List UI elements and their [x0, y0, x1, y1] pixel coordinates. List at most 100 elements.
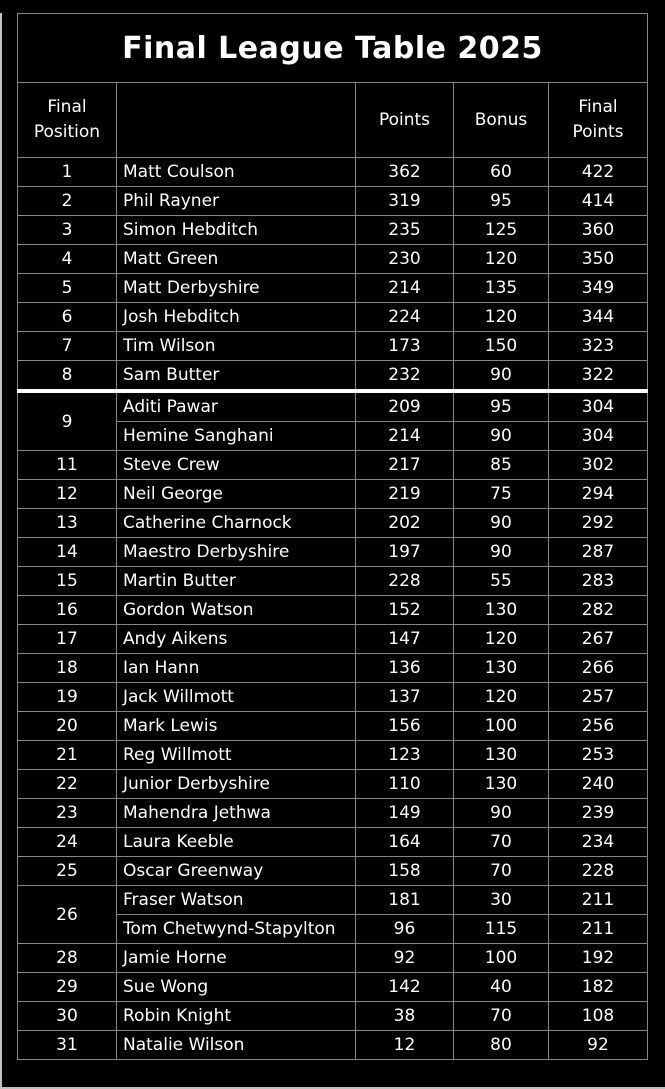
position-cell: 25 [17, 856, 117, 886]
position-cell: 6 [17, 302, 117, 332]
bonus-cell: 80 [453, 1030, 549, 1060]
final-points-cell: 253 [548, 740, 648, 770]
final-points-cell: 344 [548, 302, 648, 332]
points-cell: 214 [355, 421, 454, 451]
table-row: 7 Tim Wilson 173 150 323 [17, 331, 648, 361]
table-row: 1 Matt Coulson 362 60 422 [17, 157, 648, 187]
table-row: 3 Simon Hebditch 235 125 360 [17, 215, 648, 245]
position-cell: 14 [17, 537, 117, 567]
points-cell: 38 [355, 1001, 454, 1031]
position-cell: 16 [17, 595, 117, 625]
name-cell: Ian Hann [116, 653, 356, 683]
position-cell: 11 [17, 450, 117, 480]
bonus-cell: 100 [453, 711, 549, 741]
points-cell: 362 [355, 157, 454, 187]
position-cell: 18 [17, 653, 117, 683]
final-points-cell: 323 [548, 331, 648, 361]
final-points-cell: 304 [548, 390, 648, 422]
name-cell: Hemine Sanghani [116, 421, 356, 451]
points-cell: 319 [355, 186, 454, 216]
final-points-cell: 256 [548, 711, 648, 741]
col-header-bonus: Bonus [453, 82, 549, 158]
table-row: 6 Josh Hebditch 224 120 344 [17, 302, 648, 332]
table-row: 23 Mahendra Jethwa 149 90 239 [17, 798, 648, 828]
final-points-cell: 414 [548, 186, 648, 216]
position-cell: 31 [17, 1030, 117, 1060]
points-cell: 209 [355, 390, 454, 422]
table-row: 28 Jamie Horne 92 100 192 [17, 943, 648, 973]
bonus-cell: 130 [453, 653, 549, 683]
final-points-cell: 240 [548, 769, 648, 799]
table-row: 25 Oscar Greenway 158 70 228 [17, 856, 648, 886]
final-points-cell: 322 [548, 360, 648, 393]
bonus-cell: 90 [453, 508, 549, 538]
points-cell: 173 [355, 331, 454, 361]
col-header-final-points: Final Points [548, 82, 648, 158]
final-points-cell: 228 [548, 856, 648, 886]
position-cell: 26 [17, 885, 117, 944]
position-cell: 28 [17, 943, 117, 973]
col-header-final-position: Final Position [17, 82, 117, 158]
points-cell: 123 [355, 740, 454, 770]
table-row: 12 Neil George 219 75 294 [17, 479, 648, 509]
name-cell: Simon Hebditch [116, 215, 356, 245]
bonus-cell: 130 [453, 769, 549, 799]
name-cell: Matt Derbyshire [116, 273, 356, 303]
table-row: 31 Natalie Wilson 12 80 92 [17, 1030, 648, 1060]
position-cell: 23 [17, 798, 117, 828]
final-points-cell: 257 [548, 682, 648, 712]
points-cell: 232 [355, 360, 454, 393]
name-cell: Junior Derbyshire [116, 769, 356, 799]
table-row: 30 Robin Knight 38 70 108 [17, 1001, 648, 1031]
points-cell: 164 [355, 827, 454, 857]
name-cell: Tim Wilson [116, 331, 356, 361]
bonus-cell: 125 [453, 215, 549, 245]
bonus-cell: 120 [453, 624, 549, 654]
points-cell: 152 [355, 595, 454, 625]
final-points-cell: 192 [548, 943, 648, 973]
bonus-cell: 70 [453, 856, 549, 886]
bonus-cell: 85 [453, 450, 549, 480]
bonus-cell: 130 [453, 595, 549, 625]
table-row: 8 Sam Butter 232 90 322 [17, 360, 648, 393]
final-points-cell: 108 [548, 1001, 648, 1031]
table-row: Hemine Sanghani 214 90 304 [18, 421, 648, 451]
position-cell: 2 [17, 186, 117, 216]
table-row: 13 Catherine Charnock 202 90 292 [17, 508, 648, 538]
table-row: 18 Ian Hann 136 130 266 [17, 653, 648, 683]
name-cell: Martin Butter [116, 566, 356, 596]
table-row: 26 Fraser Watson 181 30 211 [17, 885, 648, 944]
bonus-cell: 30 [453, 885, 549, 915]
final-points-cell: 211 [548, 914, 648, 944]
name-cell: Mahendra Jethwa [116, 798, 356, 828]
table-row: 24 Laura Keeble 164 70 234 [17, 827, 648, 857]
name-cell: Phil Rayner [116, 186, 356, 216]
final-points-cell: 304 [548, 421, 648, 451]
table-row: 2 Phil Rayner 319 95 414 [17, 186, 648, 216]
page-title: Final League Table 2025 [17, 13, 648, 83]
table-body: 1 Matt Coulson 362 60 422 2 Phil Rayner 319 95 41… [17, 157, 648, 1060]
position-cell: 22 [17, 769, 117, 799]
name-cell: Jack Willmott [116, 682, 356, 712]
name-cell: Natalie Wilson [116, 1030, 356, 1060]
name-cell: Andy Aikens [116, 624, 356, 654]
header-row: Final Position Points Bonus Final Points [17, 82, 648, 158]
bonus-cell: 75 [453, 479, 549, 509]
name-cell: Fraser Watson [116, 885, 356, 915]
final-points-cell: 266 [548, 653, 648, 683]
league-table: Final League Table 2025 Final Position P… [17, 13, 648, 1060]
final-points-cell: 282 [548, 595, 648, 625]
bonus-cell: 70 [453, 1001, 549, 1031]
points-cell: 228 [355, 566, 454, 596]
name-cell: Steve Crew [116, 450, 356, 480]
page-background: { "title": "Final League Table 2025", "c… [0, 13, 665, 1089]
points-cell: 137 [355, 682, 454, 712]
name-cell: Oscar Greenway [116, 856, 356, 886]
bonus-cell: 90 [453, 360, 549, 393]
final-points-cell: 234 [548, 827, 648, 857]
points-cell: 217 [355, 450, 454, 480]
points-cell: 235 [355, 215, 454, 245]
position-cell: 30 [17, 1001, 117, 1031]
name-cell: Matt Green [116, 244, 356, 274]
points-cell: 12 [355, 1030, 454, 1060]
